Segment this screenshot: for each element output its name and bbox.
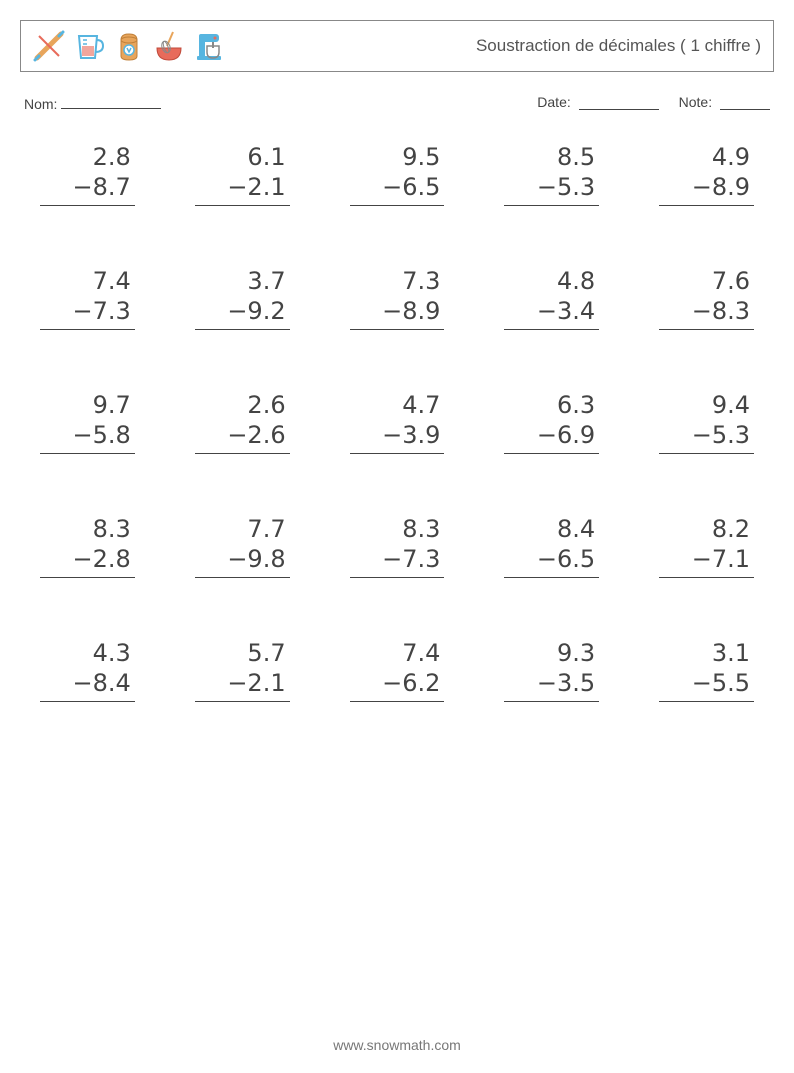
- subtrahend: −9.8: [195, 544, 290, 578]
- minuend: 7.3: [350, 266, 445, 296]
- mixer-icon: [193, 30, 225, 62]
- subtrahend: −7.1: [659, 544, 754, 578]
- problem-8: 7.3−8.9: [350, 266, 445, 330]
- problem-20: 8.2−7.1: [659, 514, 754, 578]
- minuend: 7.6: [659, 266, 754, 296]
- problem-1: 2.8−8.7: [40, 142, 135, 206]
- subtrahend: −8.7: [40, 172, 135, 206]
- problem-23: 7.4−6.2: [350, 638, 445, 702]
- worksheet-title: Soustraction de décimales ( 1 chiffre ): [476, 36, 761, 56]
- subtrahend: −5.3: [504, 172, 599, 206]
- minuend: 6.3: [504, 390, 599, 420]
- minuend: 8.3: [40, 514, 135, 544]
- problem-13: 4.7−3.9: [350, 390, 445, 454]
- header-box: Soustraction de décimales ( 1 chiffre ): [20, 20, 774, 72]
- subtrahend: −2.8: [40, 544, 135, 578]
- flour-bag-icon: [113, 30, 145, 62]
- minuend: 7.4: [350, 638, 445, 668]
- date-field: Date:: [537, 94, 658, 110]
- name-field: Nom:: [24, 94, 537, 112]
- subtrahend: −5.8: [40, 420, 135, 454]
- minuend: 8.4: [504, 514, 599, 544]
- minuend: 3.1: [659, 638, 754, 668]
- subtrahend: −7.3: [40, 296, 135, 330]
- footer-url: www.snowmath.com: [0, 1037, 794, 1053]
- minuend: 8.3: [350, 514, 445, 544]
- score-blank[interactable]: [720, 95, 770, 110]
- problem-17: 7.7−9.8: [195, 514, 290, 578]
- problem-2: 6.1−2.1: [195, 142, 290, 206]
- subtrahend: −2.1: [195, 172, 290, 206]
- whisk-bowl-icon: [153, 30, 185, 62]
- name-blank[interactable]: [61, 94, 161, 109]
- score-label: Note:: [679, 94, 712, 110]
- subtrahend: −3.5: [504, 668, 599, 702]
- problems-grid: 2.8−8.76.1−2.19.5−6.58.5−5.34.9−8.97.4−7…: [40, 142, 754, 702]
- subtrahend: −7.3: [350, 544, 445, 578]
- subtrahend: −2.6: [195, 420, 290, 454]
- minuend: 4.7: [350, 390, 445, 420]
- minuend: 4.3: [40, 638, 135, 668]
- problem-11: 9.7−5.8: [40, 390, 135, 454]
- minuend: 7.7: [195, 514, 290, 544]
- minuend: 5.7: [195, 638, 290, 668]
- problem-22: 5.7−2.1: [195, 638, 290, 702]
- problem-16: 8.3−2.8: [40, 514, 135, 578]
- name-label: Nom:: [24, 96, 57, 112]
- subtrahend: −2.1: [195, 668, 290, 702]
- subtrahend: −6.5: [504, 544, 599, 578]
- minuend: 9.4: [659, 390, 754, 420]
- minuend: 8.2: [659, 514, 754, 544]
- minuend: 4.9: [659, 142, 754, 172]
- subtrahend: −3.9: [350, 420, 445, 454]
- minuend: 2.8: [40, 142, 135, 172]
- subtrahend: −3.4: [504, 296, 599, 330]
- problem-5: 4.9−8.9: [659, 142, 754, 206]
- problem-12: 2.6−2.6: [195, 390, 290, 454]
- minuend: 7.4: [40, 266, 135, 296]
- minuend: 3.7: [195, 266, 290, 296]
- measuring-cup-icon: [73, 30, 105, 62]
- problem-9: 4.8−3.4: [504, 266, 599, 330]
- date-label: Date:: [537, 94, 570, 110]
- subtrahend: −8.9: [350, 296, 445, 330]
- subtrahend: −5.5: [659, 668, 754, 702]
- subtrahend: −6.2: [350, 668, 445, 702]
- minuend: 8.5: [504, 142, 599, 172]
- problem-4: 8.5−5.3: [504, 142, 599, 206]
- subtrahend: −8.3: [659, 296, 754, 330]
- problem-10: 7.6−8.3: [659, 266, 754, 330]
- date-blank[interactable]: [579, 95, 659, 110]
- problem-24: 9.3−3.5: [504, 638, 599, 702]
- minuend: 2.6: [195, 390, 290, 420]
- subtrahend: −5.3: [659, 420, 754, 454]
- header-icons: [33, 30, 225, 62]
- problem-3: 9.5−6.5: [350, 142, 445, 206]
- minuend: 6.1: [195, 142, 290, 172]
- subtrahend: −8.4: [40, 668, 135, 702]
- problem-14: 6.3−6.9: [504, 390, 599, 454]
- subtrahend: −8.9: [659, 172, 754, 206]
- problem-21: 4.3−8.4: [40, 638, 135, 702]
- minuend: 9.3: [504, 638, 599, 668]
- rolling-pin-icon: [33, 30, 65, 62]
- problem-7: 3.7−9.2: [195, 266, 290, 330]
- info-row: Nom: Date: Note:: [24, 94, 770, 112]
- problem-19: 8.4−6.5: [504, 514, 599, 578]
- subtrahend: −6.5: [350, 172, 445, 206]
- problem-25: 3.1−5.5: [659, 638, 754, 702]
- minuend: 9.7: [40, 390, 135, 420]
- problem-15: 9.4−5.3: [659, 390, 754, 454]
- problem-6: 7.4−7.3: [40, 266, 135, 330]
- minuend: 4.8: [504, 266, 599, 296]
- score-field: Note:: [679, 94, 770, 110]
- subtrahend: −9.2: [195, 296, 290, 330]
- problem-18: 8.3−7.3: [350, 514, 445, 578]
- subtrahend: −6.9: [504, 420, 599, 454]
- minuend: 9.5: [350, 142, 445, 172]
